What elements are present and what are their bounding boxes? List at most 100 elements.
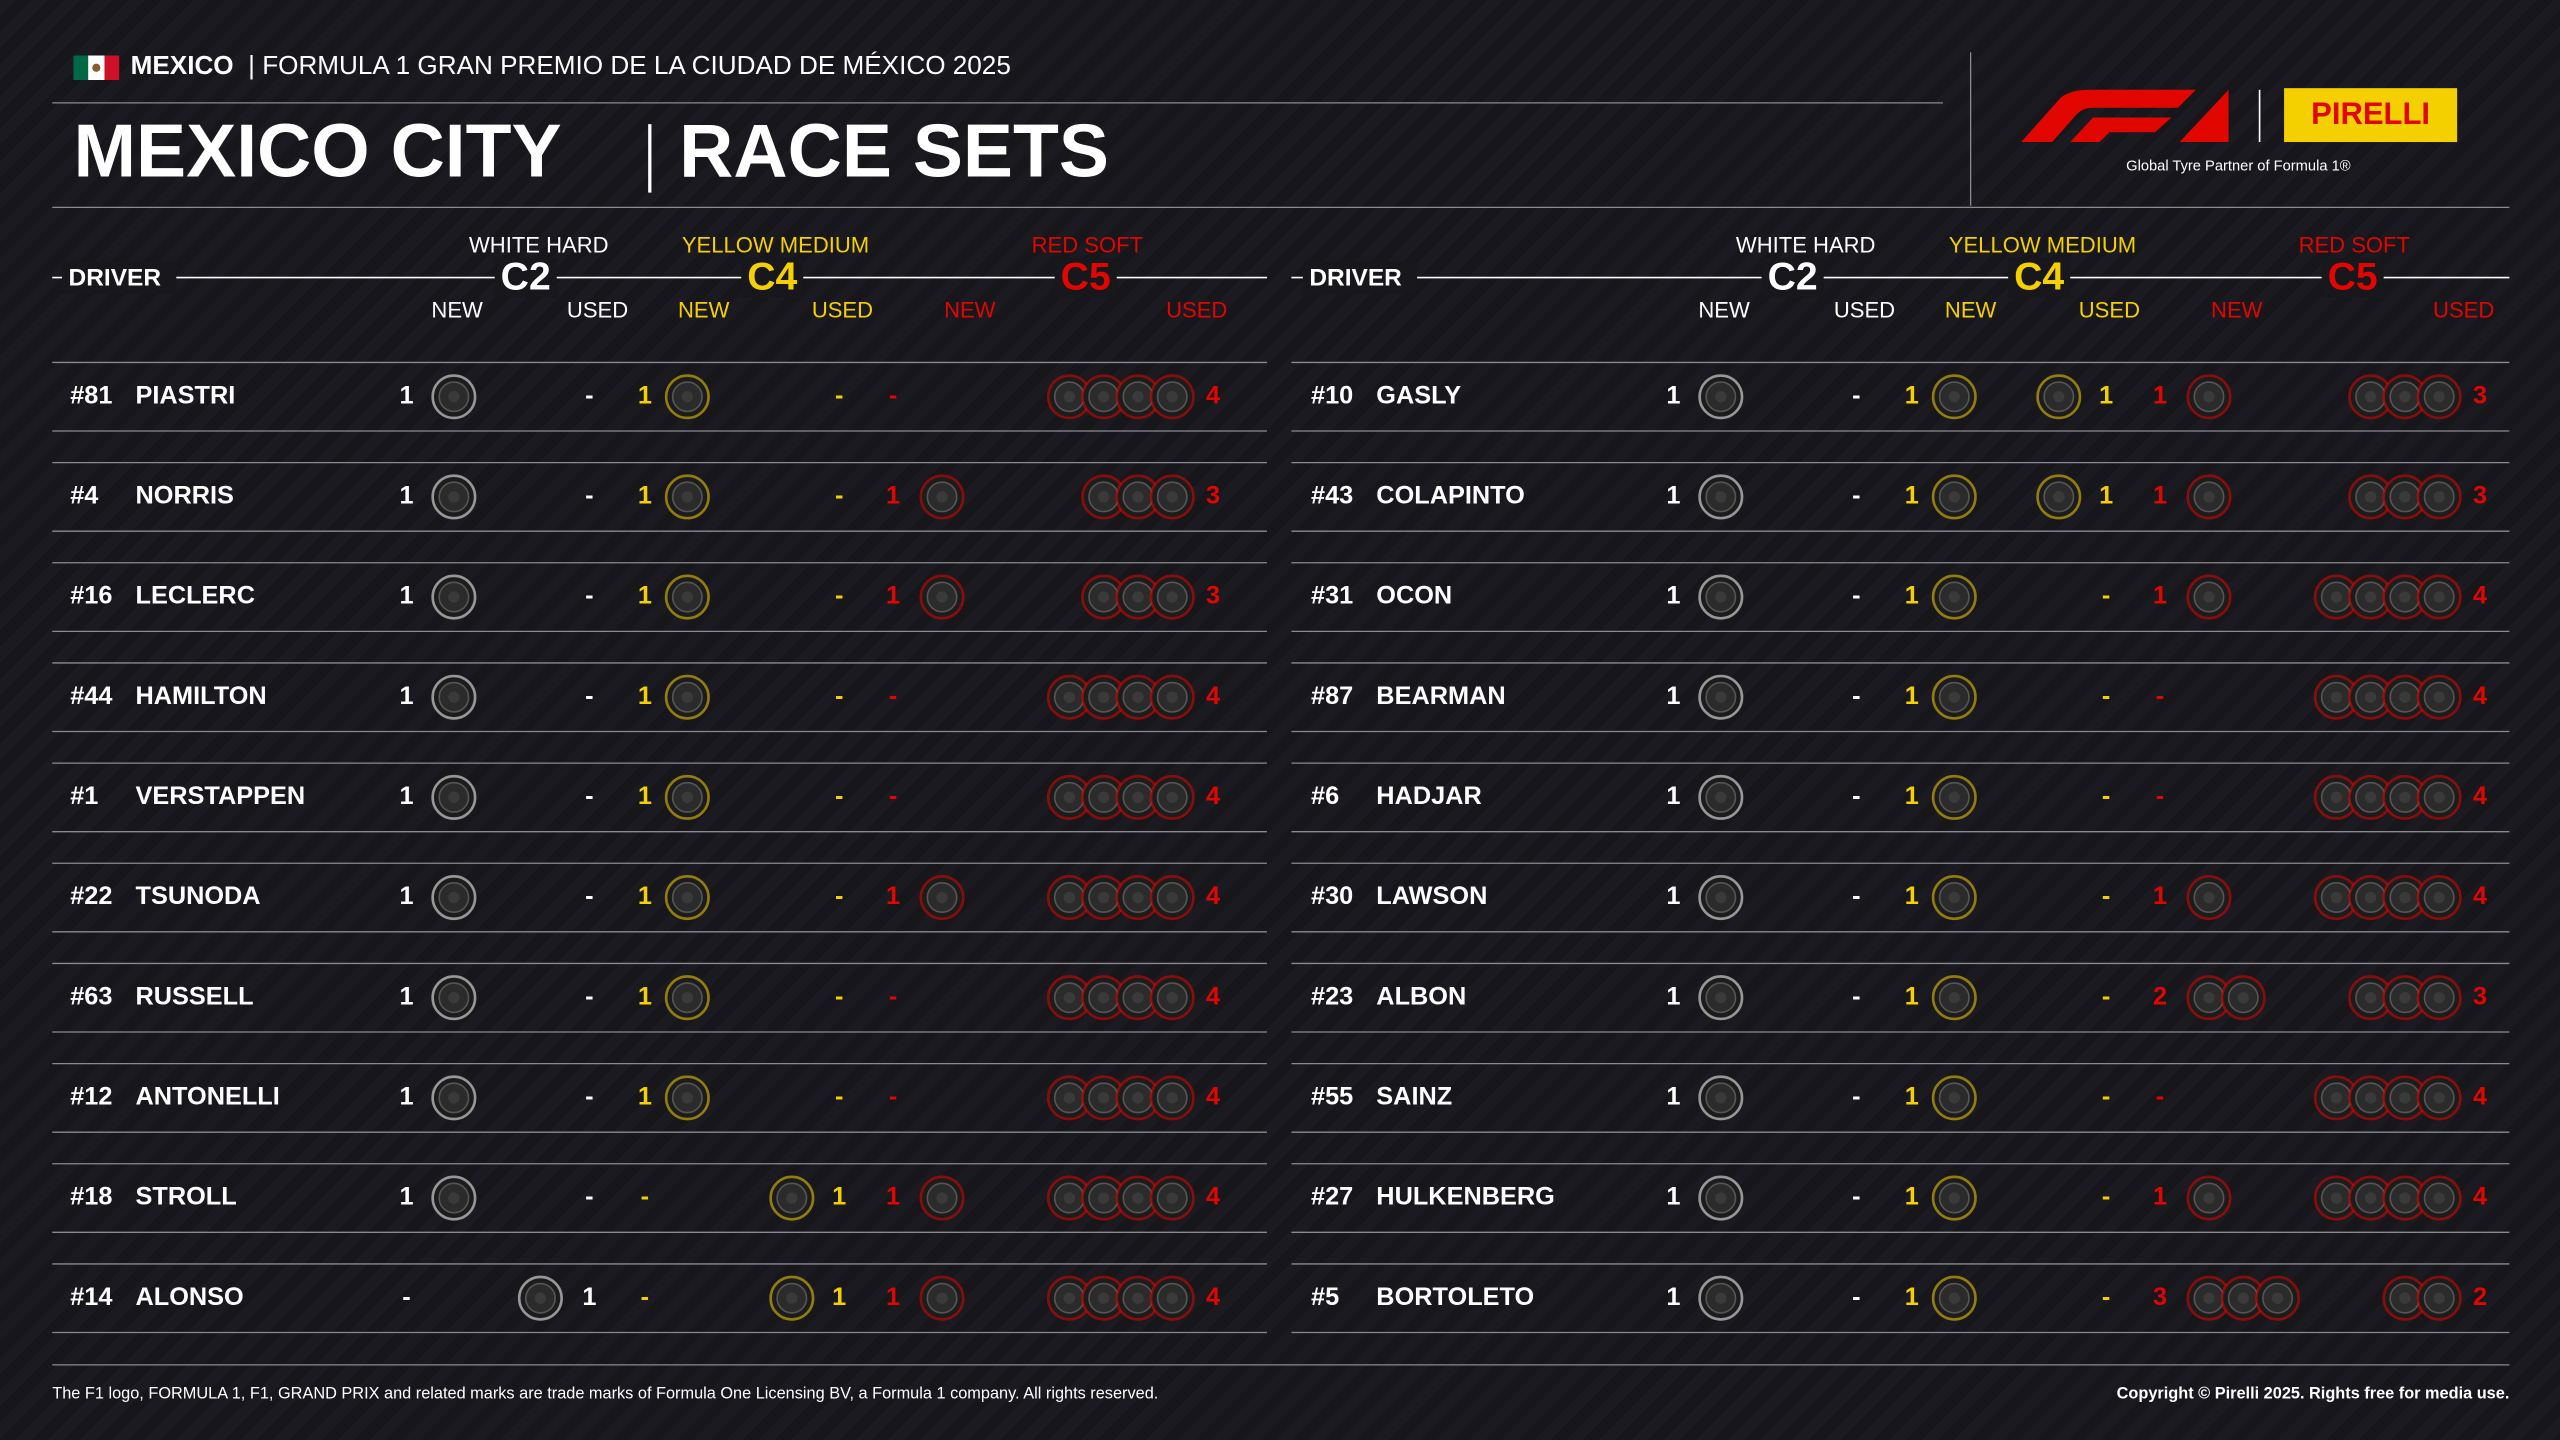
tyre-hub — [681, 691, 694, 703]
tyre-icon — [2313, 1175, 2359, 1221]
tyre-hub — [1715, 991, 1727, 1004]
tyre-hub — [2330, 691, 2343, 703]
driver-number: #31 — [1311, 582, 1353, 610]
tyre-icon — [1149, 474, 1195, 520]
tyre-hub — [1948, 1292, 1960, 1304]
tyre-hub — [2433, 991, 2445, 1004]
used-header: USED — [2433, 298, 2494, 323]
driver-name: NORRIS — [136, 482, 234, 510]
tyre-hub — [2433, 591, 2445, 603]
tyre-hub — [681, 791, 694, 804]
driver-header: DRIVER — [1309, 265, 1402, 292]
tyre-icon — [664, 875, 710, 921]
set-count: - — [889, 682, 897, 710]
set-count: - — [402, 1283, 410, 1311]
set-count: 3 — [2153, 1283, 2167, 1311]
set-count: - — [835, 1083, 843, 1111]
driver-name: HADJAR — [1376, 782, 1481, 810]
set-count: 4 — [2473, 1083, 2487, 1111]
set-count: - — [641, 1183, 649, 1211]
new-header: NEW — [431, 298, 483, 323]
new-header: NEW — [2211, 298, 2263, 323]
driver-name: BORTOLETO — [1376, 1283, 1534, 1311]
compound-code: C5 — [1061, 256, 1111, 299]
subtitle: RACE SETS — [679, 109, 1109, 193]
tyre-icon — [2382, 374, 2428, 420]
set-count: 1 — [1666, 682, 1680, 710]
tyre-icon — [1115, 875, 1161, 921]
tyre-icon — [919, 1175, 965, 1221]
tyre-hub — [448, 691, 460, 703]
set-count: 1 — [886, 882, 900, 910]
set-count: 1 — [1666, 582, 1680, 610]
set-count: 1 — [399, 482, 413, 510]
set-count: 1 — [399, 682, 413, 710]
set-count: 1 — [1905, 1083, 1919, 1111]
tyre-icon — [1698, 1275, 1744, 1321]
tyre-icon — [2313, 875, 2359, 921]
tyre-icon — [2186, 975, 2232, 1021]
set-count: 3 — [2473, 482, 2487, 510]
driver-name: HAMILTON — [136, 682, 267, 710]
tyre-hub — [1166, 391, 1178, 403]
set-count: 1 — [1666, 482, 1680, 510]
set-count: 1 — [399, 982, 413, 1010]
set-count: 1 — [1905, 1183, 1919, 1211]
tyre-hub — [2433, 691, 2445, 703]
new-header: NEW — [1698, 298, 1750, 323]
set-count: 1 — [832, 1183, 846, 1211]
tyre-hub — [1132, 691, 1144, 703]
tyre-icon — [2382, 574, 2428, 620]
used-header: USED — [1834, 298, 1895, 323]
tyre-icon — [431, 1175, 477, 1221]
set-count: 1 — [832, 1283, 846, 1311]
tyre-hub — [1132, 791, 1144, 804]
set-count: - — [585, 482, 593, 510]
set-count: 1 — [886, 582, 900, 610]
tyre-hub — [1948, 891, 1960, 904]
tyre-icon — [1149, 774, 1195, 820]
tyre-icon — [1698, 474, 1744, 520]
tyre-hub — [448, 1192, 460, 1204]
tyre-icon — [1931, 1175, 1977, 1221]
tyre-icon — [1931, 574, 1977, 620]
set-count: - — [2102, 982, 2110, 1010]
tyre-hub — [1097, 691, 1110, 703]
set-count: 4 — [1206, 682, 1220, 710]
tyre-hub — [1097, 991, 1110, 1004]
tyre-icon — [1698, 774, 1744, 820]
set-count: 1 — [638, 482, 652, 510]
set-count: 4 — [2473, 582, 2487, 610]
tyre-icon — [1115, 674, 1161, 720]
tyre-hub — [2433, 1092, 2445, 1104]
set-count: 1 — [1905, 782, 1919, 810]
driver-number: #43 — [1311, 482, 1353, 510]
tyre-hub — [681, 991, 694, 1004]
tyre-icon — [1149, 574, 1195, 620]
label-bg — [62, 261, 177, 294]
set-count: 1 — [886, 1283, 900, 1311]
tyre-icon — [431, 1075, 477, 1121]
set-count: - — [2156, 782, 2164, 810]
tyre-icon — [1115, 774, 1161, 820]
set-count: - — [1852, 381, 1860, 409]
tyre-icon — [2416, 875, 2462, 921]
set-count: 4 — [2473, 782, 2487, 810]
tyre-icon — [2036, 474, 2082, 520]
driver-name: COLAPINTO — [1376, 482, 1525, 510]
tyre-hub — [448, 1092, 460, 1104]
tyre-hub — [2364, 691, 2377, 703]
tyre-icon — [1149, 875, 1195, 921]
set-count: 4 — [1206, 1283, 1220, 1311]
pirelli-logo — [2284, 88, 2458, 143]
tyre-icon — [1149, 975, 1195, 1021]
tyre-hub — [2399, 391, 2411, 403]
set-count: - — [889, 782, 897, 810]
tyre-hub — [1063, 691, 1076, 703]
driver-name: ALONSO — [136, 1283, 244, 1311]
tyre-hub — [2399, 591, 2411, 603]
set-count: - — [2156, 1083, 2164, 1111]
tyre-icon — [2382, 875, 2428, 921]
set-count: - — [889, 982, 897, 1010]
